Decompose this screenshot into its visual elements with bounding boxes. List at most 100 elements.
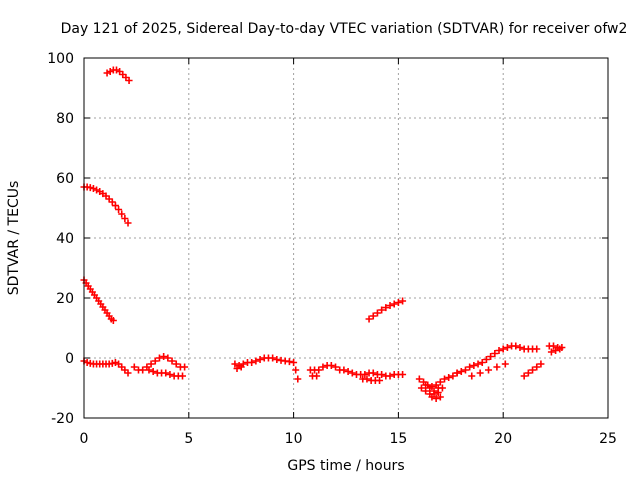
- y-tick-label: 60: [56, 171, 74, 187]
- data-point: [376, 377, 384, 384]
- data-point: [461, 366, 469, 374]
- data-point: [436, 378, 444, 386]
- data-point: [373, 309, 381, 317]
- series-arc-18: [365, 297, 407, 323]
- data-point: [179, 372, 187, 380]
- data-point: [237, 363, 245, 371]
- data-point: [149, 368, 157, 375]
- data-point: [556, 345, 564, 353]
- data-point: [130, 363, 138, 371]
- data-point: [485, 366, 493, 374]
- data-point: [453, 369, 461, 377]
- data-point: [115, 206, 123, 213]
- data-point: [399, 371, 407, 378]
- y-tick-label: -20: [51, 411, 74, 427]
- data-point: [332, 363, 340, 371]
- data-point: [125, 77, 133, 84]
- data-point: [118, 210, 126, 218]
- data-point: [369, 312, 377, 320]
- data-point: [319, 363, 327, 371]
- y-axis-label: SDTVAR / TECUs: [6, 181, 22, 296]
- data-point: [285, 358, 293, 366]
- data-point: [533, 363, 541, 371]
- data-points: [80, 66, 566, 402]
- data-point: [422, 387, 430, 395]
- data-point: [434, 384, 442, 392]
- data-point: [382, 304, 390, 312]
- data-point: [470, 362, 478, 369]
- series-low-16-18: [415, 369, 461, 402]
- data-point: [524, 369, 532, 377]
- data-point: [552, 347, 560, 354]
- data-point: [160, 353, 168, 360]
- data-point: [252, 357, 260, 365]
- data-point: [512, 342, 520, 350]
- data-point: [378, 371, 386, 378]
- data-point: [103, 69, 111, 77]
- series-arc-57: [80, 183, 132, 227]
- data-point: [466, 363, 474, 371]
- data-point: [449, 372, 457, 380]
- data-point: [124, 219, 132, 227]
- data-point: [231, 360, 239, 368]
- data-point: [108, 359, 116, 367]
- data-point: [181, 363, 189, 371]
- data-point: [327, 362, 335, 369]
- data-point: [426, 384, 434, 392]
- data-point: [501, 360, 509, 368]
- data-point: [386, 302, 394, 309]
- x-tick-label: 25: [599, 431, 617, 447]
- y-tick-label: 80: [56, 111, 74, 127]
- data-point: [417, 384, 425, 392]
- data-point: [106, 68, 114, 75]
- y-tick-label: 40: [56, 231, 74, 247]
- data-point: [529, 366, 537, 374]
- data-point: [155, 354, 163, 362]
- data-point: [493, 363, 501, 371]
- data-point: [93, 186, 101, 194]
- data-point: [166, 371, 174, 378]
- x-axis-label: GPS time / hours: [287, 458, 404, 474]
- data-point: [478, 359, 486, 366]
- data-point: [269, 354, 277, 362]
- x-tick-label: 20: [494, 431, 512, 447]
- data-point: [487, 353, 495, 360]
- data-point: [292, 366, 300, 374]
- data-point: [313, 372, 321, 380]
- data-point: [533, 345, 541, 353]
- x-tick-label: 15: [389, 431, 407, 447]
- data-point: [520, 372, 528, 380]
- data-point: [294, 375, 302, 383]
- data-point: [162, 369, 170, 377]
- data-point: [516, 344, 524, 351]
- series-low-2-5: [130, 353, 189, 380]
- x-tick-label: 0: [80, 431, 89, 447]
- series-arc-top: [103, 66, 133, 84]
- data-point: [112, 66, 120, 74]
- data-point: [378, 306, 386, 314]
- data-point: [147, 360, 155, 368]
- data-point: [430, 387, 438, 395]
- data-point: [273, 356, 281, 363]
- data-point: [164, 354, 172, 362]
- data-point: [476, 369, 484, 377]
- data-point: [399, 297, 407, 305]
- y-tick-label: 0: [65, 351, 74, 367]
- data-point: [499, 345, 507, 353]
- data-point: [386, 372, 394, 380]
- chart-title: Day 121 of 2025, Sidereal Day-to-day VTE…: [61, 21, 628, 37]
- series-low-7-10: [231, 354, 302, 383]
- data-point: [348, 369, 356, 377]
- data-point: [365, 315, 373, 323]
- series-right-21-23: [520, 342, 566, 380]
- data-point: [503, 344, 511, 351]
- data-point: [151, 357, 159, 365]
- data-point: [550, 342, 558, 350]
- data-point: [109, 317, 117, 324]
- data-point: [474, 360, 482, 368]
- data-point: [432, 395, 440, 402]
- data-point: [124, 369, 132, 377]
- data-point: [315, 366, 323, 374]
- data-point: [415, 375, 423, 383]
